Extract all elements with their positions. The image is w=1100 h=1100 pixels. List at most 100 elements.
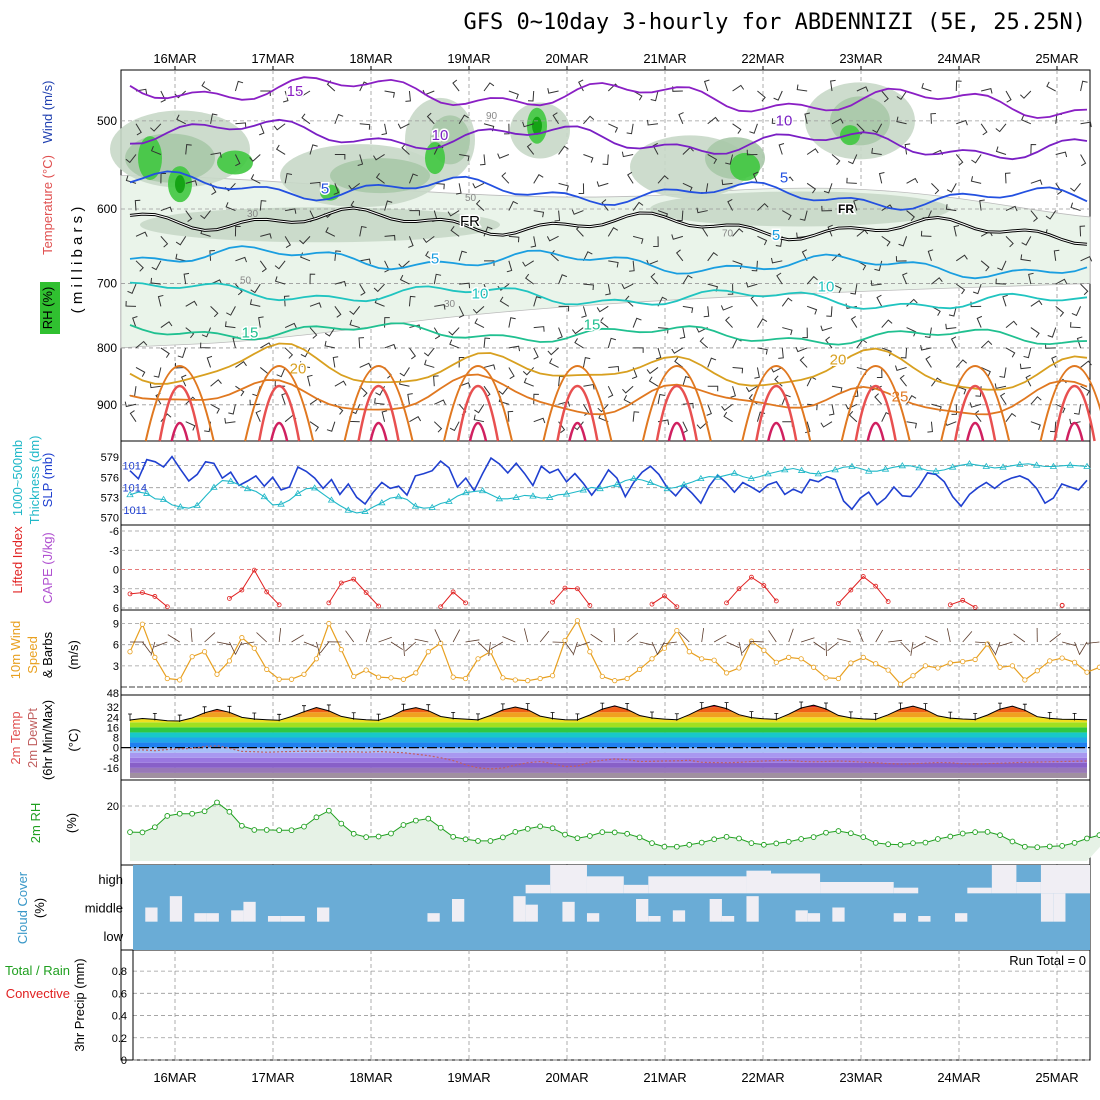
thickness-point: [713, 473, 722, 480]
rh-point: [164, 813, 171, 819]
surface-wind-barb: [742, 641, 752, 653]
wind-speed-point: [960, 659, 966, 665]
rh-contour-label: 50: [240, 275, 252, 286]
wind-barb: [596, 181, 609, 187]
wind-barb: [894, 365, 907, 371]
axis-label: Wind (m/s): [40, 81, 55, 144]
wind-barb: [408, 295, 416, 307]
wind-barb: [674, 357, 684, 368]
wind-barb: [235, 256, 247, 263]
wind-barb: [850, 284, 858, 295]
wind-barb: [409, 210, 420, 216]
wind-barb: [732, 366, 744, 374]
temperature-contour: [129, 322, 1088, 346]
wind-barb: [498, 385, 510, 395]
wind-barb: [508, 200, 518, 211]
wind-barb: [309, 144, 318, 155]
surface-wind-barb: [1049, 633, 1061, 643]
thickness-point: [848, 462, 856, 469]
wind-barb: [778, 347, 784, 359]
wind-barb: [597, 403, 609, 413]
wind-barb: [782, 210, 792, 221]
thickness-point: [646, 478, 655, 486]
lifted-index-point: [649, 601, 655, 607]
thickness-point: [663, 484, 671, 492]
precip-tick-label: 0.2: [112, 1033, 127, 1045]
wind-barb: [433, 327, 441, 340]
wind-speed-point: [636, 666, 643, 672]
wind-barb: [623, 395, 634, 405]
axis-label-part: Thickness (dm): [27, 436, 42, 525]
temperature-tick-label: 24: [107, 712, 119, 724]
axis-label-part: SLP (mb): [40, 453, 55, 508]
wind-barb: [682, 402, 694, 409]
wind-speed-point: [549, 673, 556, 679]
wind-speed-point: [251, 645, 257, 651]
temperature-band: [130, 737, 1087, 743]
wind-barb: [324, 327, 336, 337]
wind-tick-label: 6: [113, 640, 119, 652]
lifted-index-line: [328, 578, 379, 607]
wind-barb: [209, 250, 215, 261]
wind-barb: [723, 411, 733, 423]
rh-contour-label: 70: [722, 228, 734, 239]
wind-barb: [127, 283, 137, 294]
cloud-clear-middle: [955, 913, 968, 922]
wind-speed-point: [873, 661, 879, 667]
wind-barb: [458, 114, 469, 125]
wind-barb: [845, 403, 858, 410]
wind-barb: [530, 236, 537, 248]
thickness-point: [445, 497, 453, 504]
cloud-clear-middle: [280, 916, 293, 922]
slp-tick-label: 1017: [123, 461, 147, 473]
surface-wind-barb: [204, 632, 216, 643]
warm-surface-contour: [1053, 385, 1096, 442]
wind-barb: [1055, 305, 1065, 317]
surface-wind-barb: [1079, 641, 1088, 655]
wind-speed-point: [351, 673, 357, 680]
wind-barb: [682, 274, 693, 285]
thickness-point: [797, 466, 806, 473]
wind-barb: [703, 306, 710, 318]
axis-label: Temperature (°C): [40, 155, 55, 255]
wind-barb: [324, 340, 335, 349]
rh-point: [462, 836, 469, 843]
surface-wind-barb: [626, 632, 639, 643]
wind-barb: [1019, 363, 1031, 370]
wind-barb: [582, 251, 593, 262]
wind-barb: [1055, 183, 1063, 195]
rh-point: [947, 833, 954, 840]
wind-barb: [548, 358, 559, 368]
wind-barb: [250, 283, 261, 294]
wind-barb: [160, 347, 170, 358]
surface-wind-barb: [190, 628, 193, 643]
wind-barb: [820, 325, 833, 332]
wind-barb: [601, 199, 609, 211]
wind-barb: [1071, 306, 1082, 317]
surface-wind-barb: [590, 633, 603, 643]
wind-barb: [1030, 327, 1040, 338]
wind-speed-point: [910, 673, 916, 679]
wind-barb: [732, 260, 743, 270]
temperature-contour-label: 10: [818, 279, 835, 296]
wind-barb: [599, 317, 609, 328]
slp-thickness-panel: 1017 1014 1011 579 576 573 570: [101, 452, 1091, 525]
wind-barb: [450, 226, 460, 237]
temperature-band: [130, 727, 1087, 733]
wind-barb: [583, 383, 595, 390]
minmax-bar: [749, 711, 754, 719]
wind-barb: [275, 144, 286, 155]
wind-barb: [185, 327, 195, 339]
wind-barb: [682, 375, 691, 387]
temperature-contour-label: 10: [472, 286, 489, 303]
precip-tick-label: 0: [121, 1055, 127, 1067]
wind-barb: [955, 80, 962, 92]
axis-label: CAPE (J/kg): [40, 532, 55, 604]
wind-barb: [881, 347, 892, 357]
wind-speed-point: [313, 656, 320, 662]
surface-wind-barb: [837, 638, 851, 643]
wind-barb: [433, 375, 439, 387]
temperature-contour-label: 10: [776, 113, 793, 130]
wind-speed-point: [537, 675, 543, 682]
lifted-index-point: [450, 589, 456, 595]
